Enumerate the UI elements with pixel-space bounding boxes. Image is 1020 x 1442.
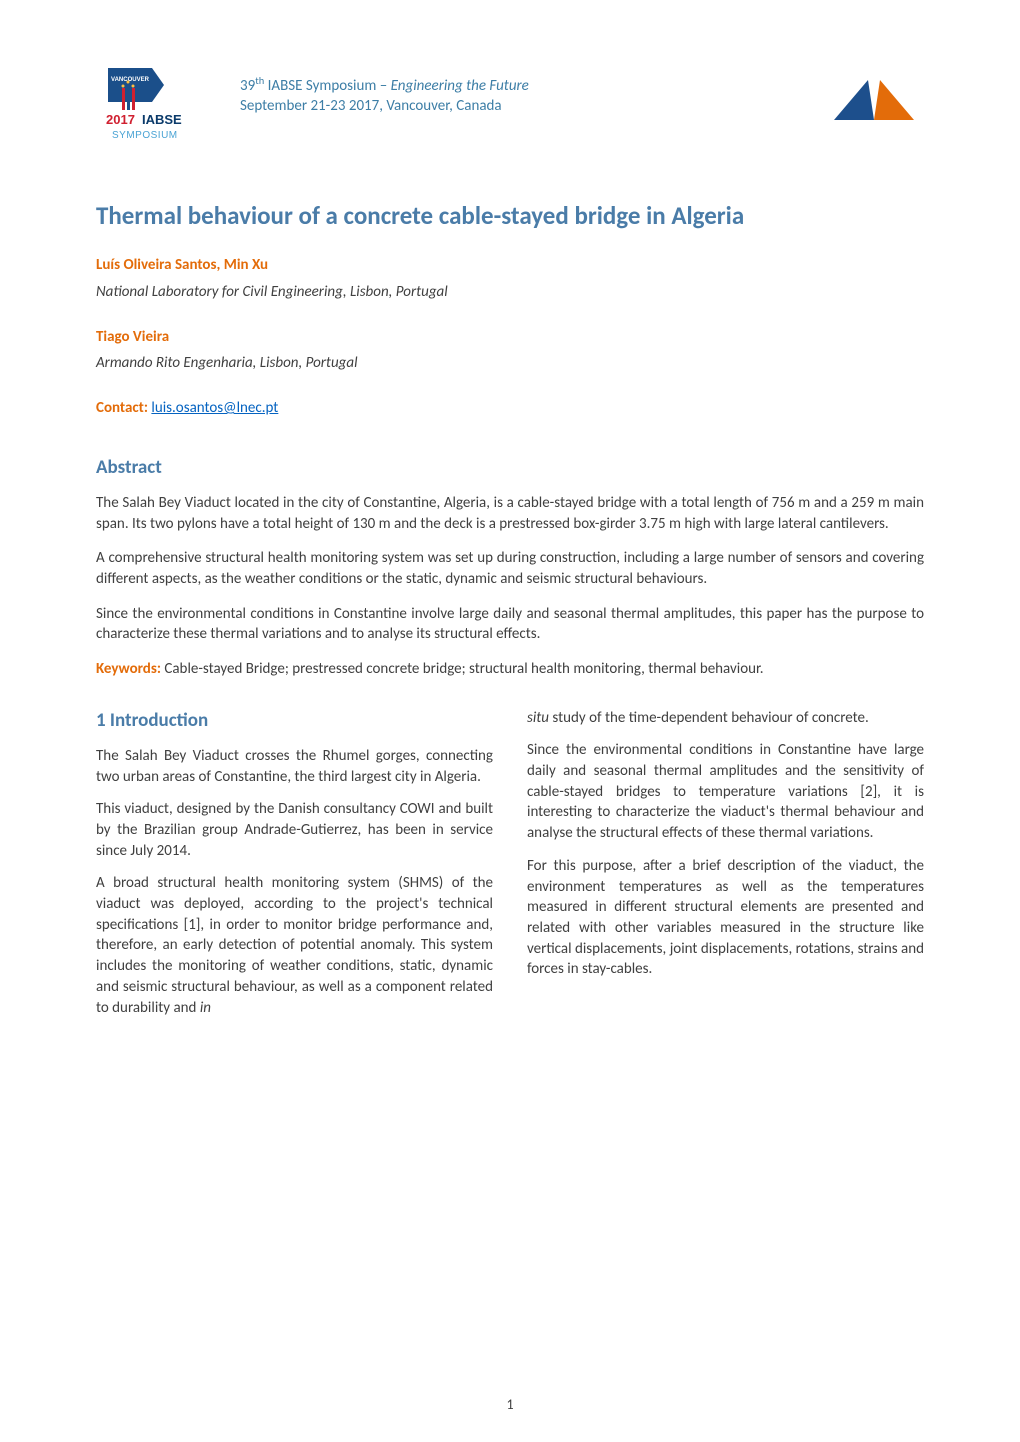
- svg-text:SYMPOSIUM: SYMPOSIUM: [112, 130, 178, 141]
- conference-theme: Engineering the Future: [391, 77, 529, 95]
- left-column: 1 Introduction The Salah Bey Viaduct cro…: [96, 708, 493, 1030]
- conference-title-line: 39th IABSE Symposium – Engineering the F…: [240, 74, 824, 96]
- keywords-text: Cable-stayed Bridge; prestressed concret…: [164, 660, 763, 678]
- intro-p3-italic-lead: situ: [527, 709, 549, 727]
- intro-p3-text: A broad structural health monitoring sys…: [96, 874, 493, 1016]
- intro-p3-rest: study of the time-dependent behaviour of…: [549, 709, 869, 727]
- keywords-row: Keywords: Cable-stayed Bridge; prestress…: [96, 659, 924, 680]
- right-column: situ study of the time-dependent behavio…: [527, 708, 924, 1030]
- author-affiliation-2: Armando Rito Engenharia, Lisbon, Portuga…: [96, 353, 924, 374]
- intro-p3-italic-trail: in: [200, 999, 211, 1017]
- iabse-vancouver-logo-icon: VANCOUVER 2017 IABSE SYMPOSIUM: [96, 68, 216, 156]
- conference-ordinal-sup: th: [255, 74, 264, 87]
- intro-paragraph-5: For this purpose, after a brief descript…: [527, 856, 924, 980]
- author-names-1: Luís Oliveira Santos, Min Xu: [96, 255, 924, 276]
- intro-paragraph-3: A broad structural health monitoring sys…: [96, 873, 493, 1018]
- author-affiliation-1: National Laboratory for Civil Engineerin…: [96, 282, 924, 303]
- intro-paragraph-2: This viaduct, designed by the Danish con…: [96, 799, 493, 861]
- intro-paragraph-3-continued: situ study of the time-dependent behavio…: [527, 708, 924, 729]
- header-conference-info: 39th IABSE Symposium – Engineering the F…: [216, 68, 824, 117]
- svg-text:VANCOUVER: VANCOUVER: [111, 77, 150, 83]
- author-names-2: Tiago Vieira: [96, 327, 924, 348]
- conference-symposium-text: IABSE Symposium –: [264, 77, 390, 95]
- abstract-paragraph-1: The Salah Bey Viaduct located in the cit…: [96, 493, 924, 534]
- conference-number: 39: [240, 77, 255, 95]
- contact-label: Contact:: [96, 399, 151, 417]
- introduction-heading: 1 Introduction: [96, 708, 493, 734]
- conference-date-location: September 21-23 2017, Vancouver, Canada: [240, 96, 824, 116]
- paper-title: Thermal behaviour of a concrete cable-st…: [96, 200, 924, 231]
- conference-logo-left: VANCOUVER 2017 IABSE SYMPOSIUM: [96, 68, 216, 156]
- contact-email-link[interactable]: luis.osantos@lnec.pt: [151, 399, 278, 417]
- abstract-paragraph-2: A comprehensive structural health monito…: [96, 548, 924, 589]
- contact-row: Contact: luis.osantos@lnec.pt: [96, 398, 924, 419]
- svg-text:2017: 2017: [106, 112, 135, 127]
- intro-paragraph-1: The Salah Bey Viaduct crosses the Rhumel…: [96, 746, 493, 787]
- page-header: VANCOUVER 2017 IABSE SYMPOSIUM 39th IABS…: [96, 68, 924, 156]
- keywords-label: Keywords:: [96, 660, 164, 678]
- author-block-2: Tiago Vieira Armando Rito Engenharia, Li…: [96, 327, 924, 374]
- sponsor-logo-right: [824, 68, 924, 130]
- page-number: 1: [506, 1395, 513, 1414]
- triangle-logo-icon: [824, 68, 924, 130]
- author-block-1: Luís Oliveira Santos, Min Xu National La…: [96, 255, 924, 302]
- svg-text:IABSE: IABSE: [142, 112, 182, 127]
- two-column-body: 1 Introduction The Salah Bey Viaduct cro…: [96, 708, 924, 1030]
- abstract-paragraph-3: Since the environmental conditions in Co…: [96, 604, 924, 645]
- intro-paragraph-4: Since the environmental conditions in Co…: [527, 740, 924, 843]
- abstract-heading: Abstract: [96, 455, 924, 481]
